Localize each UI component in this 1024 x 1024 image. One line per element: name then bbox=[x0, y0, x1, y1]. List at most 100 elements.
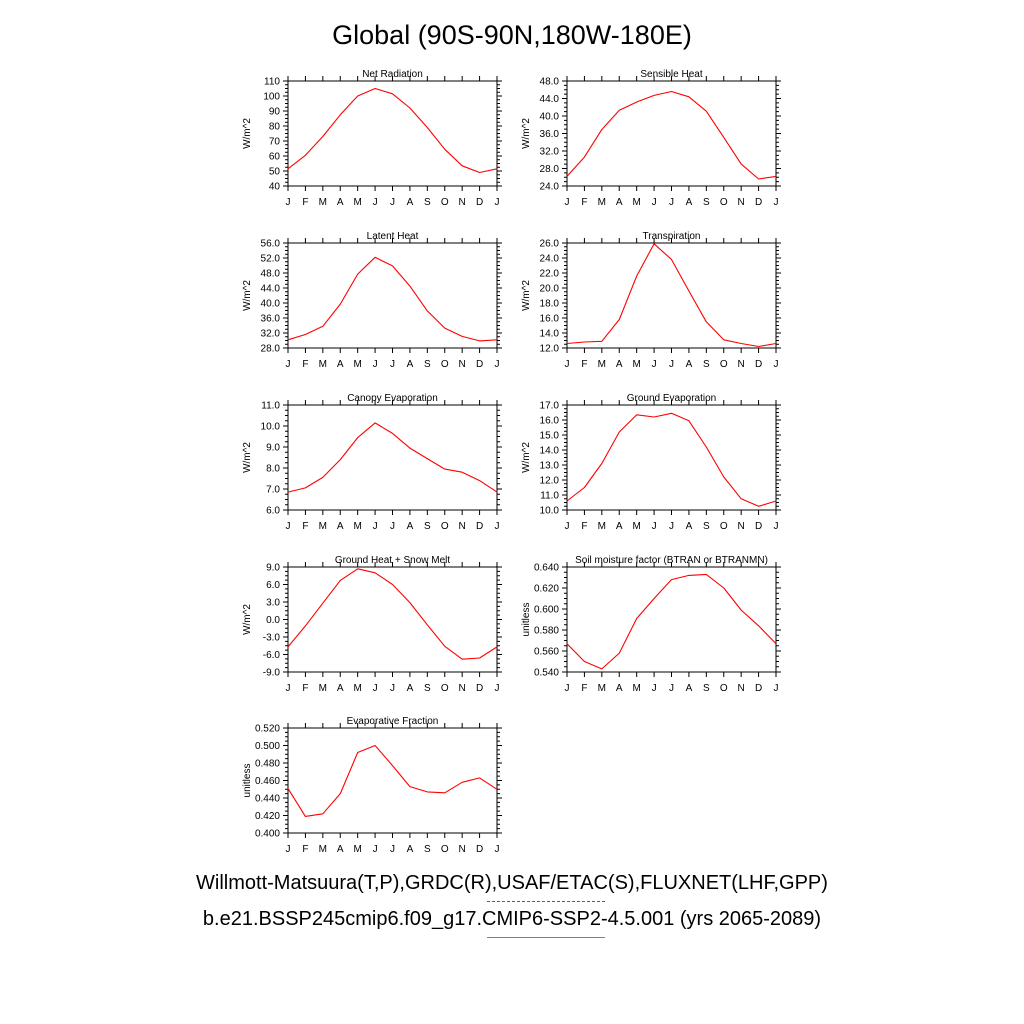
x-tick-label: D bbox=[476, 359, 483, 370]
y-tick-label: 3.0 bbox=[266, 598, 280, 609]
x-tick-label: D bbox=[476, 844, 483, 855]
x-tick-label: D bbox=[755, 521, 762, 532]
y-tick-label: 32.0 bbox=[261, 329, 281, 340]
y-tick-label: 36.0 bbox=[540, 129, 560, 140]
plot-frame bbox=[566, 80, 777, 187]
x-tick-label: A bbox=[686, 683, 693, 694]
x-tick-label: M bbox=[319, 197, 327, 208]
x-tick-label: M bbox=[632, 197, 640, 208]
y-tick-label: 0.560 bbox=[534, 647, 559, 658]
y-tick-label: 48.0 bbox=[261, 269, 281, 280]
x-tick-label: J bbox=[652, 197, 657, 208]
y-tick-label: 28.0 bbox=[540, 164, 560, 175]
x-tick-label: J bbox=[495, 359, 500, 370]
x-tick-label: N bbox=[459, 359, 466, 370]
x-tick-label: S bbox=[424, 683, 431, 694]
x-tick-label: J bbox=[390, 683, 395, 694]
y-tick-label: 7.0 bbox=[266, 485, 280, 496]
y-tick-label: 40.0 bbox=[261, 299, 281, 310]
y-tick-label: 16.0 bbox=[540, 314, 560, 325]
y-tick-label: 9.0 bbox=[266, 443, 280, 454]
y-tick-label: 16.0 bbox=[540, 416, 560, 427]
x-tick-label: A bbox=[616, 359, 623, 370]
y-tick-label: 20.0 bbox=[540, 284, 560, 295]
plot-frame bbox=[566, 242, 777, 349]
y-tick-label: 48.0 bbox=[540, 77, 560, 88]
x-tick-label: J bbox=[774, 521, 779, 532]
x-tick-label: S bbox=[424, 359, 431, 370]
y-tick-label: 14.0 bbox=[540, 446, 560, 457]
x-tick-label: F bbox=[581, 359, 587, 370]
x-tick-label: D bbox=[476, 683, 483, 694]
x-tick-label: O bbox=[441, 521, 449, 532]
y-axis-label: W/m^2 bbox=[521, 442, 532, 473]
y-tick-label: 28.0 bbox=[261, 344, 281, 355]
x-tick-label: J bbox=[774, 197, 779, 208]
x-tick-label: J bbox=[652, 683, 657, 694]
panel-title: Net Radiation bbox=[362, 69, 423, 80]
x-tick-label: S bbox=[703, 683, 710, 694]
y-tick-label: 0.0 bbox=[266, 615, 280, 626]
y-tick-label: 0.600 bbox=[534, 605, 559, 616]
x-tick-label: J bbox=[390, 197, 395, 208]
x-tick-label: S bbox=[703, 521, 710, 532]
x-tick-label: A bbox=[616, 197, 623, 208]
plot-frame bbox=[566, 404, 777, 511]
x-tick-label: F bbox=[581, 197, 587, 208]
x-tick-label: J bbox=[286, 521, 291, 532]
series-line bbox=[287, 87, 498, 174]
y-tick-label: 17.0 bbox=[540, 401, 560, 412]
x-tick-label: J bbox=[373, 683, 378, 694]
x-tick-label: O bbox=[441, 683, 449, 694]
panel-title: Ground Heat + Snow Melt bbox=[335, 555, 451, 566]
y-tick-label: 60 bbox=[269, 152, 281, 163]
x-tick-label: J bbox=[774, 683, 779, 694]
x-tick-label: M bbox=[353, 844, 361, 855]
panel-7: Ground Heat + Snow Melt W/m^2 -9.0 -6.0 -3.0… bbox=[242, 555, 502, 694]
x-tick-label: F bbox=[302, 844, 308, 855]
x-tick-label: J bbox=[286, 844, 291, 855]
plot-frame bbox=[287, 242, 498, 349]
x-tick-label: A bbox=[337, 521, 344, 532]
y-tick-label: 12.0 bbox=[540, 344, 560, 355]
x-tick-label: J bbox=[669, 521, 674, 532]
x-tick-label: M bbox=[353, 359, 361, 370]
y-tick-label: 9.0 bbox=[266, 563, 280, 574]
x-tick-label: M bbox=[319, 521, 327, 532]
y-tick-label: 36.0 bbox=[261, 314, 281, 325]
x-tick-label: J bbox=[495, 521, 500, 532]
x-tick-label: A bbox=[407, 359, 414, 370]
panel-title: Evaporative Fraction bbox=[347, 716, 439, 727]
y-tick-label: 24.0 bbox=[540, 254, 560, 265]
y-tick-label: 0.620 bbox=[534, 584, 559, 595]
y-tick-label: 0.480 bbox=[255, 759, 280, 770]
y-tick-label: 0.400 bbox=[255, 829, 280, 840]
x-tick-label: D bbox=[755, 683, 762, 694]
series-line bbox=[287, 744, 498, 817]
plot-frame bbox=[287, 566, 498, 673]
x-tick-label: J bbox=[495, 197, 500, 208]
y-tick-label: 0.460 bbox=[255, 776, 280, 787]
x-tick-label: M bbox=[598, 683, 606, 694]
x-tick-label: J bbox=[390, 521, 395, 532]
panel-5: Canopy Evaporation W/m^2 6.0 7.0 8.0 9.0 10.0 1… bbox=[242, 393, 502, 532]
x-tick-label: O bbox=[720, 683, 728, 694]
x-tick-label: J bbox=[495, 844, 500, 855]
x-tick-label: N bbox=[738, 521, 745, 532]
y-axis-label: W/m^2 bbox=[242, 604, 253, 635]
series-line bbox=[566, 243, 777, 348]
y-tick-label: 56.0 bbox=[261, 239, 281, 250]
x-tick-label: M bbox=[353, 683, 361, 694]
x-tick-label: M bbox=[632, 521, 640, 532]
x-tick-label: A bbox=[337, 359, 344, 370]
y-tick-label: 110 bbox=[264, 77, 280, 88]
y-tick-label: 22.0 bbox=[540, 269, 560, 280]
y-tick-label: 11.0 bbox=[261, 401, 280, 412]
y-axis-label: W/m^2 bbox=[242, 118, 253, 149]
panel-title: Ground Evaporation bbox=[627, 393, 717, 404]
x-tick-label: J bbox=[565, 359, 570, 370]
x-tick-label: J bbox=[565, 683, 570, 694]
x-tick-label: A bbox=[616, 683, 623, 694]
x-tick-label: N bbox=[738, 197, 745, 208]
